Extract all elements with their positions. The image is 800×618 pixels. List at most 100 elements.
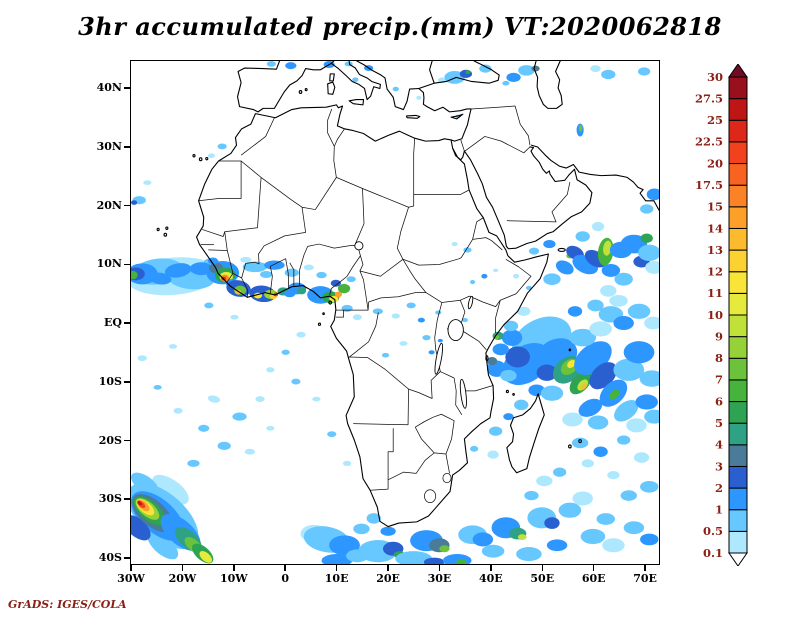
precip-cell (587, 415, 609, 430)
caspian-sea-coastline (534, 61, 562, 108)
precip-cell (567, 359, 576, 368)
precip-cell (435, 310, 442, 315)
precip-cell (620, 490, 637, 501)
y-axis-label: 10N (96, 257, 122, 271)
seychelles-island (569, 349, 571, 351)
y-axis-label: 30S (98, 492, 122, 506)
precip-cell (465, 70, 471, 75)
precip-cell (232, 412, 247, 421)
lesotho-border (424, 490, 435, 503)
lakes-layer (355, 242, 474, 409)
precip-cell (572, 491, 593, 506)
lake-chad (355, 242, 363, 250)
precip-cell (343, 460, 352, 467)
precip-cell (207, 395, 221, 403)
precip-cell (451, 242, 458, 247)
precip-cell (503, 413, 514, 421)
precip-shading-layer (131, 61, 659, 564)
colorbar-label: 11 (707, 286, 723, 300)
x-axis-label: 60E (581, 572, 606, 585)
precip-cell (266, 425, 275, 431)
precip-cell (531, 65, 540, 72)
precip-cell (284, 268, 299, 277)
black-sea-coastline (434, 61, 499, 83)
precip-cell (417, 317, 425, 323)
colorbar-segment (728, 487, 748, 511)
precip-cell (503, 320, 519, 332)
precip-cell (416, 95, 422, 100)
colorbar-label: 20 (707, 156, 723, 170)
colorbar-label: 17.5 (695, 178, 723, 192)
balearic-island (299, 91, 302, 94)
colorbar-segment (728, 76, 748, 100)
canary-island (206, 158, 208, 160)
precip-cell (456, 559, 467, 564)
precip-cell (303, 264, 314, 271)
colorbar-label: 15 (707, 200, 723, 214)
precip-cell (575, 231, 590, 242)
precip-cell (472, 532, 494, 547)
precip-cell (589, 321, 612, 337)
colorbar-label: 12 (707, 265, 723, 279)
precip-cell (601, 69, 616, 80)
cape-verde-island (166, 227, 168, 229)
precip-cell (204, 302, 214, 309)
precip-cell (437, 338, 443, 343)
precip-cell (516, 547, 542, 562)
precip-cell (591, 221, 605, 232)
y-axis-tick (123, 381, 130, 383)
colorbar-segment (728, 314, 748, 338)
x-axis-label: 20W (168, 572, 197, 585)
precip-cell (635, 394, 658, 410)
precip-cell (644, 409, 659, 424)
precip-cell (264, 260, 285, 270)
precip-cell (327, 431, 337, 438)
precip-cell (540, 385, 564, 401)
precip-cell (638, 67, 651, 76)
precip-cell (644, 316, 659, 330)
precip-cell (296, 287, 307, 295)
sicily-coastline (349, 100, 363, 105)
y-axis-label: 20N (96, 198, 122, 212)
precip-cell (552, 467, 567, 477)
x-axis-label: 10W (219, 572, 248, 585)
precip-cell (346, 276, 356, 283)
colorbar-segment (728, 141, 748, 165)
precip-cell (372, 308, 383, 315)
y-axis-tick (123, 263, 130, 266)
precip-cell (461, 318, 468, 323)
canary-island (193, 155, 195, 157)
precip-cell (517, 306, 531, 317)
y-axis-tick (123, 146, 130, 148)
precip-cell (391, 313, 400, 319)
cape-verde-island (157, 228, 159, 230)
colorbar-label: 22.5 (695, 135, 723, 149)
y-axis-label: 40N (96, 81, 122, 95)
precip-cell (187, 459, 200, 467)
colorbar-label: 1 (715, 503, 723, 517)
precip-cell (623, 341, 655, 364)
precip-cell (131, 270, 138, 280)
y-axis-tick (123, 204, 130, 207)
precip-cell (168, 344, 178, 349)
x-axis-label: 40E (479, 572, 503, 585)
precip-cell (640, 233, 653, 243)
precip-cell (296, 331, 306, 338)
precip-cell (352, 77, 359, 83)
colorbar-segment (728, 119, 748, 143)
x-axis-label: 30E (427, 572, 452, 585)
y-axis-tick (123, 322, 130, 324)
precip-cell (536, 364, 558, 381)
mauritius-island (579, 440, 582, 443)
precip-cell (337, 283, 351, 294)
x-axis-label: 70E (633, 572, 657, 585)
precip-cell (627, 303, 651, 319)
precip-cell (518, 65, 535, 76)
africa-precip-map (131, 61, 659, 564)
colorbar-label: 9 (715, 329, 723, 343)
y-axis-tick (123, 87, 130, 89)
precip-cell (217, 143, 227, 150)
x-axis-tick (438, 565, 441, 571)
x-axis-tick (490, 565, 492, 571)
precip-cell (543, 273, 561, 286)
